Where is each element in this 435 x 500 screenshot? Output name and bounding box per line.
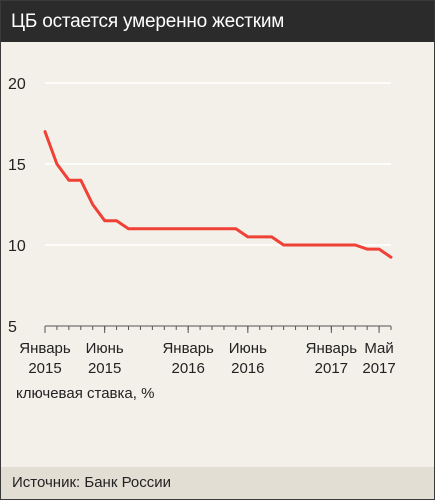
- x-tick-label: Июнь: [86, 340, 124, 357]
- y-tick-label: 20: [8, 76, 26, 93]
- x-tick-year: 2015: [88, 360, 121, 377]
- x-tick-year: 2015: [28, 360, 61, 377]
- x-tick-year: 2017: [362, 360, 395, 377]
- line-chart: 5 10 15 20 Январь 2015 Июнь 2015 Январь 2016 Июнь…: [8, 76, 396, 402]
- x-tick-label: Июнь: [229, 340, 267, 357]
- x-tick-year: 2016: [171, 360, 204, 377]
- series-layer: [43, 130, 393, 259]
- x-tick-label: Январь: [19, 340, 71, 357]
- source-text: Источник: Банк России: [12, 474, 172, 491]
- x-tick-label: Январь: [306, 340, 358, 357]
- grid-lines: [45, 82, 391, 246]
- x-axis: Январь 2015 Июнь 2015 Январь 2016 Июнь 2016 Янва…: [19, 325, 396, 377]
- y-tick-label: 5: [8, 319, 17, 336]
- key-rate-line: [43, 130, 393, 259]
- y-axis: 5 10 15 20: [8, 76, 26, 336]
- y-unit-label: ключевая ставка, %: [16, 385, 154, 402]
- x-tick-year: 2016: [231, 360, 264, 377]
- chart-title: ЦБ остается умеренно жестким: [11, 11, 285, 32]
- x-tick-label: Январь: [162, 340, 214, 357]
- source-bar: Источник: Банк России: [1, 467, 434, 499]
- title-bar: ЦБ остается умеренно жестким: [1, 1, 434, 42]
- y-tick-label: 15: [8, 157, 26, 174]
- x-tick-year: 2017: [315, 360, 348, 377]
- y-tick-label: 10: [8, 238, 26, 255]
- x-tick-label: Май: [364, 340, 393, 357]
